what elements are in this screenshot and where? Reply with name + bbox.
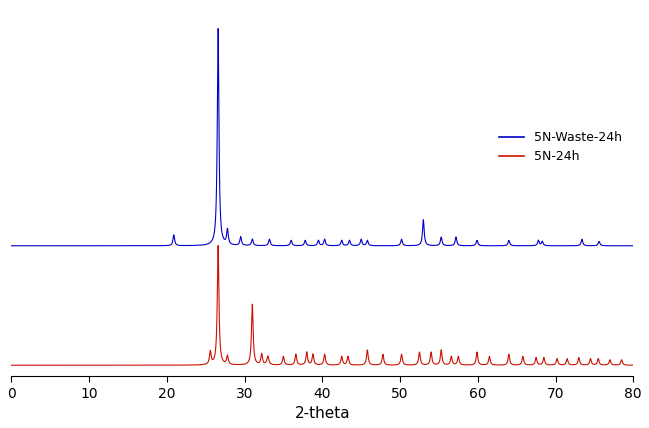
Legend: 5N-Waste-24h, 5N-24h: 5N-Waste-24h, 5N-24h: [494, 126, 627, 168]
X-axis label: 2-theta: 2-theta: [295, 406, 350, 421]
